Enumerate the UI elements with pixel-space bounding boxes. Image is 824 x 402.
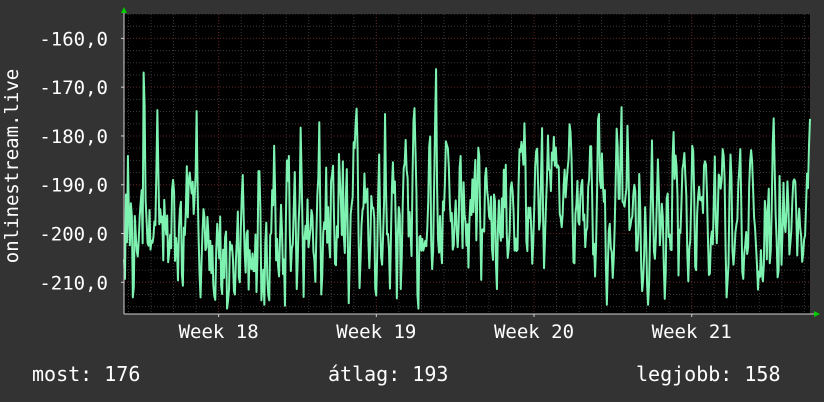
x-tick-label: Week 18 bbox=[179, 321, 259, 343]
x-tick-label: Week 19 bbox=[336, 321, 416, 343]
x-tick-label: Week 20 bbox=[494, 321, 574, 343]
series-group bbox=[123, 68, 811, 310]
stat-current: most: 176 bbox=[32, 362, 141, 386]
x-axis-ticks: Week 18 Week 19 Week 20 Week 21 bbox=[179, 314, 732, 343]
series-line bbox=[123, 68, 811, 310]
stat-best: legjobb: 158 bbox=[636, 362, 781, 386]
x-axis-arrow-icon bbox=[814, 311, 820, 317]
y-tick-label: -200,0 bbox=[39, 224, 108, 246]
y-axis-ticks: -160,0 -170,0 -180,0 -190,0 -200,0 -210,0 bbox=[39, 28, 124, 294]
y-axis-label: onlinestream.live bbox=[1, 69, 23, 263]
y-tick-label: -210,0 bbox=[39, 272, 108, 294]
y-tick-label: -160,0 bbox=[39, 28, 108, 50]
axes bbox=[121, 7, 820, 317]
stat-average: átlag: 193 bbox=[328, 362, 449, 386]
y-tick-label: -180,0 bbox=[39, 126, 108, 148]
x-tick-label: Week 21 bbox=[652, 321, 732, 343]
y-tick-label: -190,0 bbox=[39, 175, 108, 197]
y-tick-label: -170,0 bbox=[39, 77, 108, 99]
y-axis-arrow-icon bbox=[121, 7, 127, 13]
